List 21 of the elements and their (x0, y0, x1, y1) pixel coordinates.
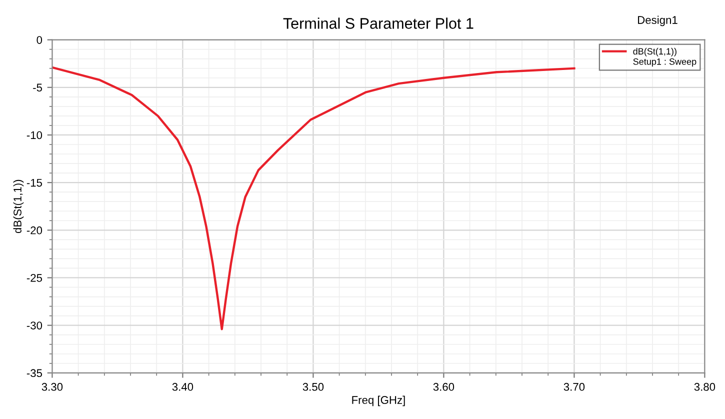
y-tick-label: 0 (36, 36, 42, 44)
x-tick-label: 3.30 (42, 382, 63, 391)
y-tick-label: -15 (26, 178, 42, 187)
y-axis-title: dB(St(1,1)) (13, 180, 24, 234)
x-tick-label: 3.70 (564, 382, 585, 391)
line-series (52, 66, 576, 330)
x-tick-label: 3.50 (302, 382, 324, 391)
x-tick-label: 3.40 (172, 382, 194, 391)
chart-subtitle: Design1 (638, 16, 678, 26)
y-tick-label: -20 (26, 226, 42, 234)
y-tick-label: -30 (26, 322, 42, 330)
y-tick-label: -10 (26, 131, 42, 140)
x-axis-title: Freq [GHz] (352, 396, 405, 406)
annotation: Setup1 : Sweep (633, 58, 696, 67)
chart-title: Terminal S Parameter Plot 1 (283, 18, 474, 29)
y-tick-label: -25 (26, 274, 42, 282)
y-tick-label: -5 (33, 84, 42, 92)
x-tick-label: 3.80 (694, 382, 716, 391)
y-tick-label: -35 (26, 369, 42, 378)
x-tick-label: 3.60 (433, 382, 454, 391)
legend-label: dB(St(1,1)) (633, 48, 676, 56)
